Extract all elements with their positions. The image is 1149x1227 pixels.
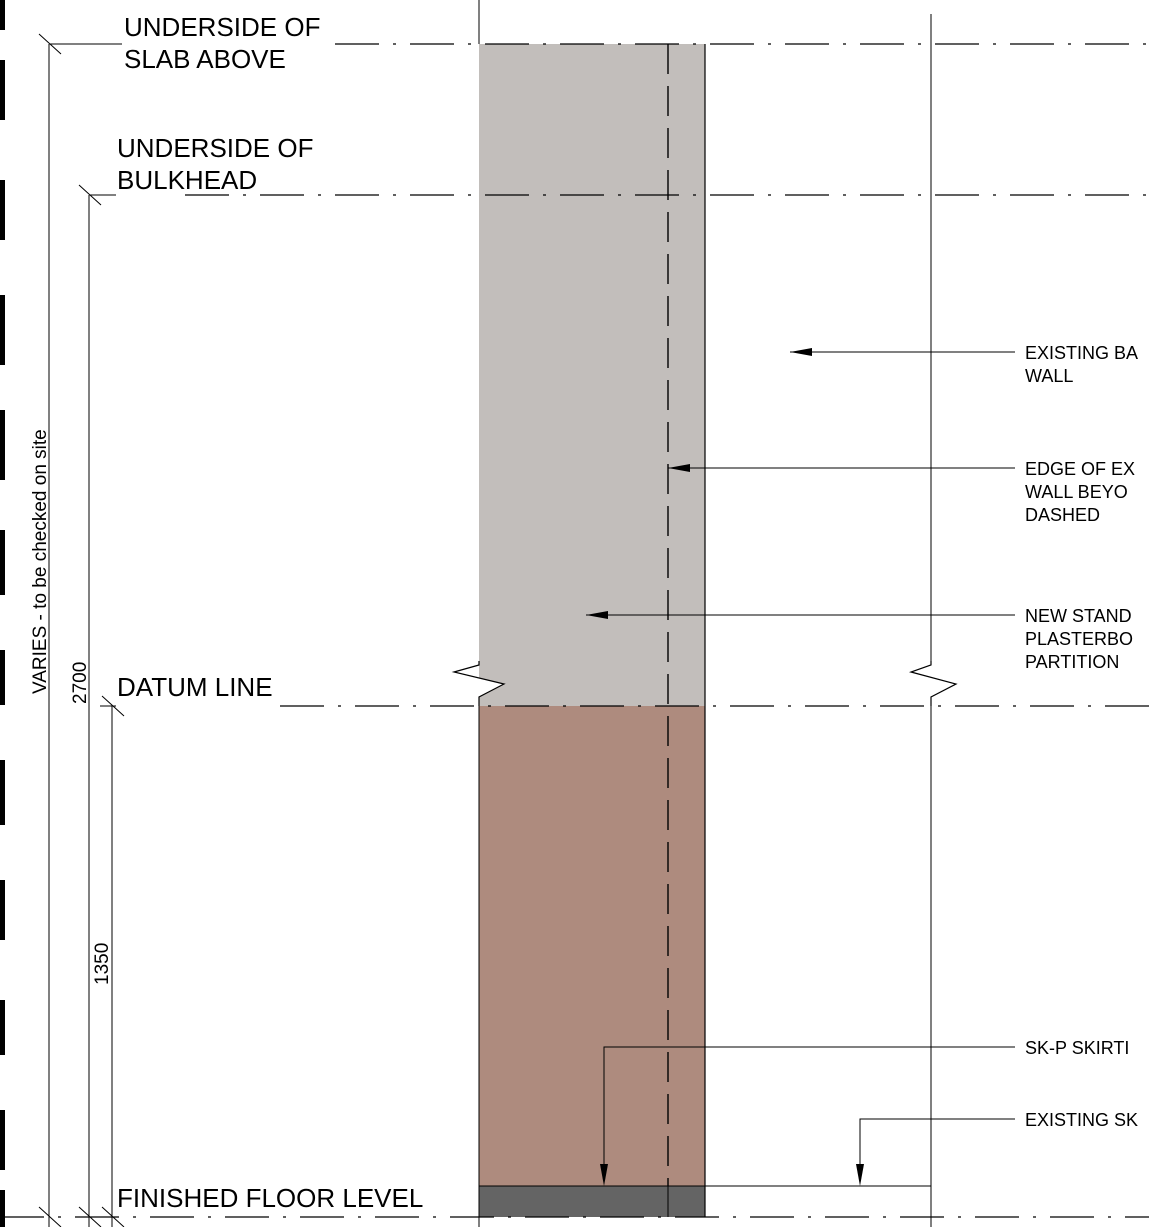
edge-wall-callout-line3: DASHED	[1025, 505, 1100, 525]
existing-wall-callout-line2: WALL	[1025, 366, 1073, 386]
slab-label-line1: UNDERSIDE OF	[124, 12, 320, 42]
dimension-1350-label: 1350	[92, 943, 113, 985]
new-partition-callout-line2: PLASTERBO	[1025, 629, 1133, 649]
slab-label-line2: SLAB ABOVE	[124, 44, 286, 74]
dimension-2700-label: 2700	[70, 662, 91, 704]
skirting-fill	[479, 1186, 705, 1217]
datum-label: DATUM LINE	[117, 672, 273, 702]
break-line-right	[908, 661, 958, 706]
new-partition-callout-line1: NEW STAND	[1025, 606, 1132, 626]
ffl-label: FINISHED FLOOR LEVEL	[117, 1183, 423, 1213]
edge-wall-callout-line1: EDGE OF EX	[1025, 459, 1135, 479]
dimension-2700	[78, 184, 102, 1227]
dimension-varies-label: VARIES - to be checked on site	[30, 429, 51, 694]
existing-wall-callout-line1: EXISTING BA	[1025, 343, 1138, 363]
bulkhead-label-line2: BULKHEAD	[117, 165, 257, 195]
lower-partition-fill	[479, 706, 705, 1186]
dimension-1350	[101, 695, 125, 1227]
existing-skirting-callout: EXISTING SK	[1025, 1110, 1138, 1130]
bulkhead-label-line1: UNDERSIDE OF	[117, 133, 313, 163]
leader-skp-skirting	[600, 1046, 1015, 1186]
dimension-varies	[38, 33, 62, 1227]
new-partition-callout-line3: PARTITION	[1025, 652, 1119, 672]
frame-edge-marks	[0, 0, 5, 1227]
break-line-left	[451, 661, 506, 706]
leader-existing-skirting	[856, 1118, 1015, 1186]
skp-skirting-callout: SK-P SKIRTI	[1025, 1038, 1129, 1058]
edge-wall-callout-line2: WALL BEYO	[1025, 482, 1128, 502]
upper-partition-fill	[479, 44, 705, 706]
